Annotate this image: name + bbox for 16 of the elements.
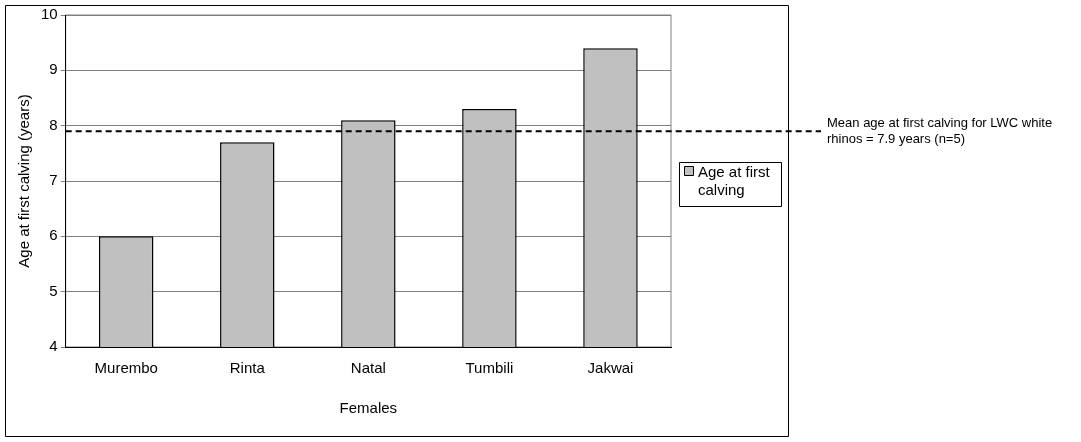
y-tick-label: 6 — [49, 226, 58, 244]
y-axis-title: Age at first calving (years) — [15, 94, 33, 268]
y-tick-label: 10 — [41, 5, 58, 23]
y-tick-label: 5 — [49, 281, 58, 299]
x-tick-label: Rinta — [229, 359, 266, 377]
x-tick-label: Natal — [350, 359, 386, 377]
x-tick-label: Tumbili — [465, 359, 514, 377]
ref-line-label: Mean age at first calving for LWC white rhinos = 7.9 years (n=5) — [827, 114, 1053, 146]
x-axis-title: Females — [339, 399, 398, 417]
legend-label: Age at first calving — [698, 163, 771, 199]
y-tick-label: 7 — [49, 171, 58, 189]
x-tick-label: Murembo — [94, 359, 158, 377]
x-tick-label: Jakwai — [587, 359, 634, 377]
y-tick-label: 4 — [49, 337, 58, 355]
y-tick-label: 9 — [49, 60, 58, 78]
y-tick-label: 8 — [49, 115, 58, 133]
